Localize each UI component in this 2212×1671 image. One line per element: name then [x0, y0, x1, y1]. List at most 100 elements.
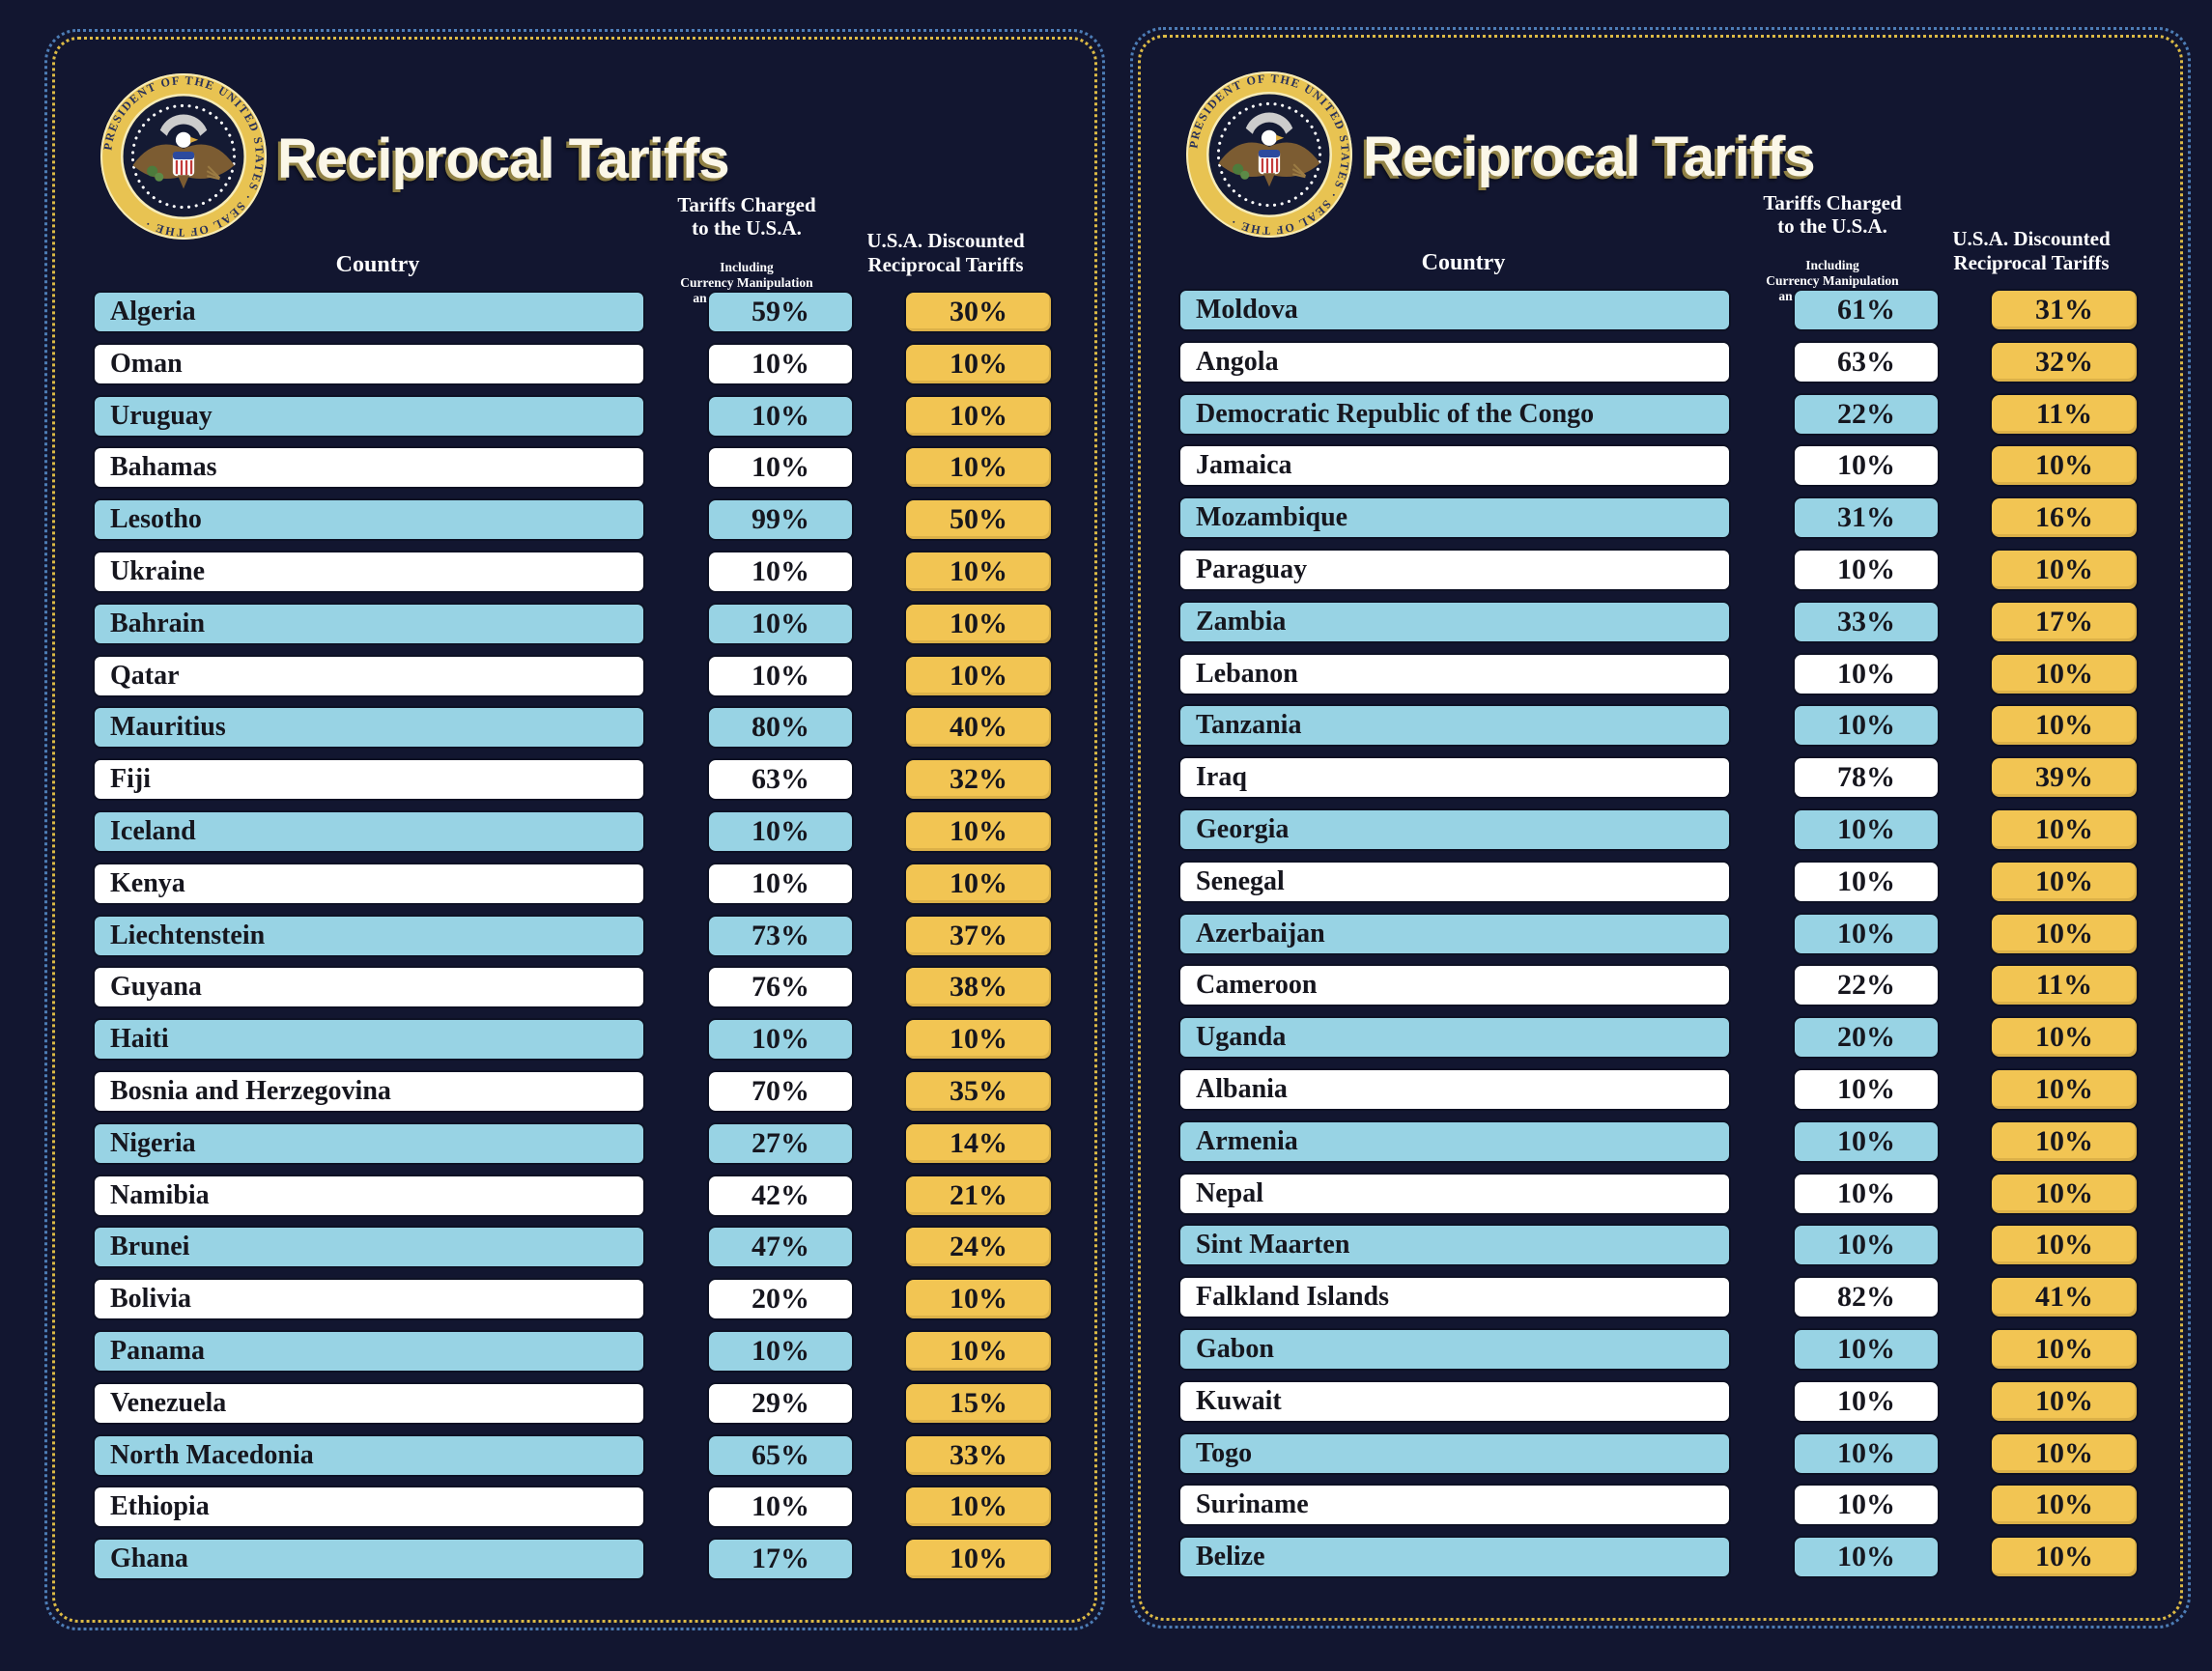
charged-tariff-cell: 10% [1793, 1224, 1940, 1267]
table-row: Haiti 10% 10% [93, 1018, 1053, 1062]
table-row: Nepal 10% 10% [1178, 1172, 2139, 1215]
discounted-tariff-cell: 10% [1990, 1484, 2139, 1527]
discounted-tariff-cell: 30% [904, 291, 1053, 333]
discounted-tariff-cell: 10% [1990, 652, 2139, 695]
table-row: Venezuela 29% 15% [93, 1381, 1053, 1425]
country-cell: Tanzania [1178, 704, 1731, 748]
table-row: Nigeria 27% 14% [93, 1121, 1053, 1165]
discounted-tariff-cell: 10% [904, 654, 1053, 697]
charged-tariff-cell: 10% [1793, 1172, 1940, 1215]
discounted-tariff-cell: 10% [1990, 548, 2139, 591]
country-cell: Lesotho [93, 498, 645, 542]
seal-crest-rays [159, 114, 208, 136]
column-header-country: Country [335, 252, 420, 277]
table-row: Bosnia and Herzegovina 70% 35% [93, 1069, 1053, 1113]
table-row: Sint Maarten 10% 10% [1178, 1224, 2139, 1267]
country-cell: Paraguay [1178, 548, 1731, 591]
country-cell: Liechtenstein [93, 914, 645, 957]
discounted-tariff-cell: 10% [1990, 1224, 2139, 1267]
charged-tariff-cell: 10% [1793, 860, 1940, 903]
discounted-tariff-cell: 50% [904, 498, 1053, 542]
charged-tariff-cell: 82% [1793, 1276, 1940, 1319]
country-cell: Moldova [1178, 289, 1731, 331]
discounted-tariff-cell: 10% [1990, 1119, 2139, 1163]
seal-olive-branch [147, 165, 158, 177]
discounted-tariff-cell: 10% [904, 1278, 1053, 1321]
country-cell: Iraq [1178, 756, 1731, 800]
presidential-seal-image: PRESIDENT OF THE UNITED STATES · SEAL OF… [1186, 71, 1352, 238]
country-cell: Haiti [93, 1018, 645, 1062]
country-cell: Namibia [93, 1174, 645, 1217]
charged-tariff-cell: 10% [707, 1018, 854, 1062]
country-cell: Bahrain [93, 602, 645, 645]
discounted-tariff-cell: 40% [904, 706, 1053, 750]
charged-tariff-cell: 47% [707, 1226, 854, 1269]
charged-tariff-cell: 29% [707, 1381, 854, 1425]
charged-tariff-cell: 10% [707, 550, 854, 593]
charged-tariff-cell: 10% [707, 862, 854, 905]
country-cell: Gabon [1178, 1327, 1731, 1371]
tariff-table-left: Algeria 59% 30% Oman 10% 10% Uruguay 10%… [93, 291, 1053, 1581]
table-row: North Macedonia 65% 33% [93, 1433, 1053, 1477]
table-row: Iraq 78% 39% [1178, 756, 2139, 800]
charged-tariff-cell: 10% [1793, 1536, 1940, 1579]
seal-eagle-tail [177, 175, 190, 189]
charged-tariff-cell: 73% [707, 914, 854, 957]
discounted-tariff-cell: 37% [904, 914, 1053, 957]
discounted-tariff-cell: 10% [904, 862, 1053, 905]
seal-crest-rays [1245, 112, 1293, 134]
discounted-tariff-cell: 10% [904, 809, 1053, 853]
table-row: Cameroon 22% 11% [1178, 964, 2139, 1007]
country-cell: Mauritius [93, 706, 645, 750]
presidential-seal-icon: PRESIDENT OF THE UNITED STATES · SEAL OF… [98, 71, 269, 242]
table-row: Panama 10% 10% [93, 1329, 1053, 1373]
table-row: Tanzania 10% 10% [1178, 704, 2139, 748]
charged-tariff-cell: 20% [707, 1278, 854, 1321]
charged-tariff-cell: 10% [1793, 1431, 1940, 1475]
presidential-seal-image: PRESIDENT OF THE UNITED STATES · SEAL OF… [100, 73, 267, 240]
discounted-tariff-cell: 17% [1990, 600, 2139, 643]
country-cell: Belize [1178, 1536, 1731, 1579]
charged-tariff-cell: 10% [1793, 912, 1940, 955]
table-row: Democratic Republic of the Congo 22% 11% [1178, 392, 2139, 436]
table-row: Togo 10% 10% [1178, 1431, 2139, 1475]
country-cell: Falkland Islands [1178, 1276, 1731, 1319]
table-row: Belize 10% 10% [1178, 1536, 2139, 1579]
country-cell: Lebanon [1178, 652, 1731, 695]
table-row: Armenia 10% 10% [1178, 1119, 2139, 1163]
page-title: Reciprocal Tariffs [1363, 126, 1816, 188]
country-cell: Uruguay [93, 394, 645, 438]
charged-tariff-cell: 10% [1793, 1327, 1940, 1371]
seal-arrows [1291, 163, 1307, 179]
discounted-tariff-cell: 14% [904, 1121, 1053, 1165]
country-cell: Guyana [93, 966, 645, 1009]
charged-tariff-cell: 10% [1793, 1484, 1940, 1527]
table-row: Bahrain 10% 10% [93, 602, 1053, 645]
charged-tariff-cell: 10% [1793, 1379, 1940, 1423]
table-row: Uruguay 10% 10% [93, 394, 1053, 438]
table-row: Guyana 76% 38% [93, 966, 1053, 1009]
discounted-tariff-cell: 39% [1990, 756, 2139, 800]
table-row: Angola 63% 32% [1178, 340, 2139, 383]
discounted-tariff-cell: 32% [904, 758, 1053, 802]
table-row: Mozambique 31% 16% [1178, 496, 2139, 540]
country-cell: Iceland [93, 809, 645, 853]
charged-tariff-cell: 10% [1793, 548, 1940, 591]
discounted-tariff-cell: 16% [1990, 496, 2139, 540]
table-row: Mauritius 80% 40% [93, 706, 1053, 750]
table-row: Liechtenstein 73% 37% [93, 914, 1053, 957]
charged-tariff-cell: 42% [707, 1174, 854, 1217]
charged-tariff-cell: 22% [1793, 964, 1940, 1007]
discounted-tariff-cell: 10% [1990, 444, 2139, 488]
country-cell: Brunei [93, 1226, 645, 1269]
discounted-tariff-cell: 10% [904, 1486, 1053, 1529]
country-cell: Bahamas [93, 446, 645, 490]
country-cell: Angola [1178, 340, 1731, 383]
seal-eagle-tail [1262, 173, 1276, 187]
charged-tariff-cell: 78% [1793, 756, 1940, 800]
table-row: Senegal 10% 10% [1178, 860, 2139, 903]
table-row: Qatar 10% 10% [93, 654, 1053, 697]
discounted-tariff-cell: 41% [1990, 1276, 2139, 1319]
discounted-tariff-cell: 10% [904, 342, 1053, 385]
seal-olive-branch [1233, 163, 1244, 175]
